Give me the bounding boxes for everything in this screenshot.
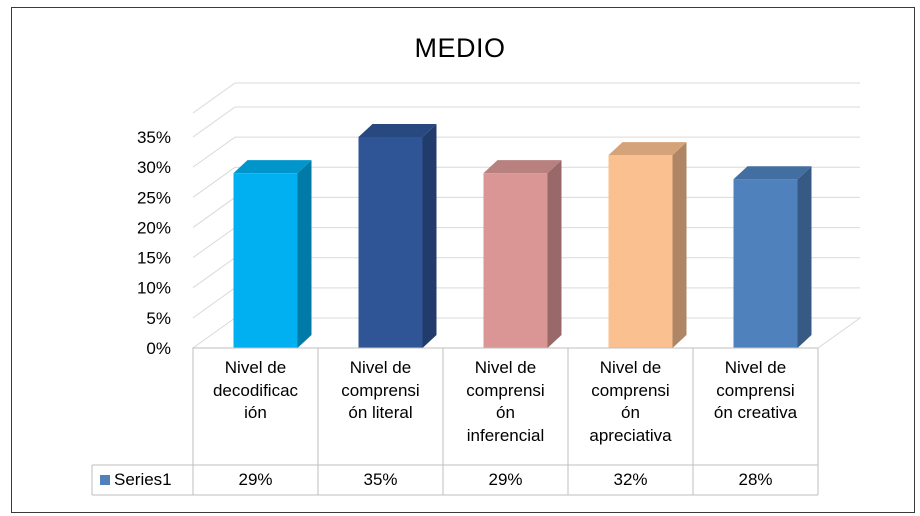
- bar-top: [483, 160, 562, 174]
- category-label-line: apreciativa: [589, 425, 672, 445]
- bar-side: [422, 124, 437, 348]
- category-label-line: comprensi: [591, 380, 670, 400]
- bar-side: [547, 160, 562, 348]
- category-label-line: ón: [496, 403, 515, 422]
- data-value-cell: 29%: [238, 470, 273, 489]
- y-tick-label: 15%: [137, 249, 171, 268]
- data-value-cell: 35%: [363, 470, 398, 489]
- bar: [608, 155, 673, 348]
- bar-side: [297, 160, 312, 348]
- category-label-line: ón: [621, 403, 640, 422]
- y-tick-label: 30%: [137, 158, 171, 177]
- gridline: [192, 82, 860, 114]
- bar-top: [733, 166, 812, 180]
- category-label-line: Nivel de: [724, 358, 787, 377]
- category-label-line: comprensi: [466, 380, 545, 400]
- chart-title: MEDIO: [414, 33, 506, 63]
- category-label-line: ión: [244, 403, 267, 422]
- chart-frame: [11, 7, 915, 513]
- bar-top: [358, 124, 437, 137]
- category-label: Nivel de comprensi ón apreciativa: [571, 357, 691, 447]
- y-tick-label: 5%: [146, 309, 171, 328]
- bar-top: [233, 160, 312, 174]
- category-label-line: inferencial: [466, 425, 545, 445]
- gridline: [192, 136, 860, 168]
- bar: [233, 173, 298, 348]
- y-tick-label: 20%: [137, 218, 171, 237]
- y-tick-label: 0%: [146, 339, 171, 358]
- y-tick-label: 25%: [137, 188, 171, 207]
- legend-marker: [100, 475, 110, 485]
- bar-side: [797, 166, 812, 348]
- legend-series-name: Series1: [114, 470, 172, 489]
- data-value-cell: 28%: [738, 470, 773, 489]
- category-label-line: Nivel de: [224, 358, 287, 377]
- category-label-line: Nivel de: [599, 358, 662, 377]
- category-label: Nivel de decodificac ión: [196, 357, 316, 425]
- y-tick-label: 35%: [137, 128, 171, 147]
- bar-side: [672, 142, 687, 348]
- category-label-line: Nivel de: [349, 358, 412, 377]
- gridline: [192, 106, 860, 138]
- bar: [733, 179, 798, 348]
- category-label-line: decodificac: [212, 380, 299, 400]
- category-label-line: comprensi: [716, 380, 795, 400]
- category-label: Nivel de comprensi ón literal: [321, 357, 441, 425]
- y-tick-label: 10%: [137, 279, 171, 298]
- bar: [358, 137, 423, 348]
- category-label-line: ón creativa: [713, 403, 798, 422]
- data-value-cell: 32%: [613, 470, 648, 489]
- data-value-cell: 29%: [488, 470, 523, 489]
- category-label: Nivel de comprensi ón creativa: [696, 357, 816, 425]
- bar-top: [608, 142, 687, 156]
- category-label-line: Nivel de: [474, 358, 537, 377]
- category-label-line: comprensi: [341, 380, 420, 400]
- category-label-line: ón literal: [348, 403, 413, 422]
- category-label: Nivel de comprensi ón inferencial: [446, 357, 566, 447]
- bar: [483, 173, 548, 348]
